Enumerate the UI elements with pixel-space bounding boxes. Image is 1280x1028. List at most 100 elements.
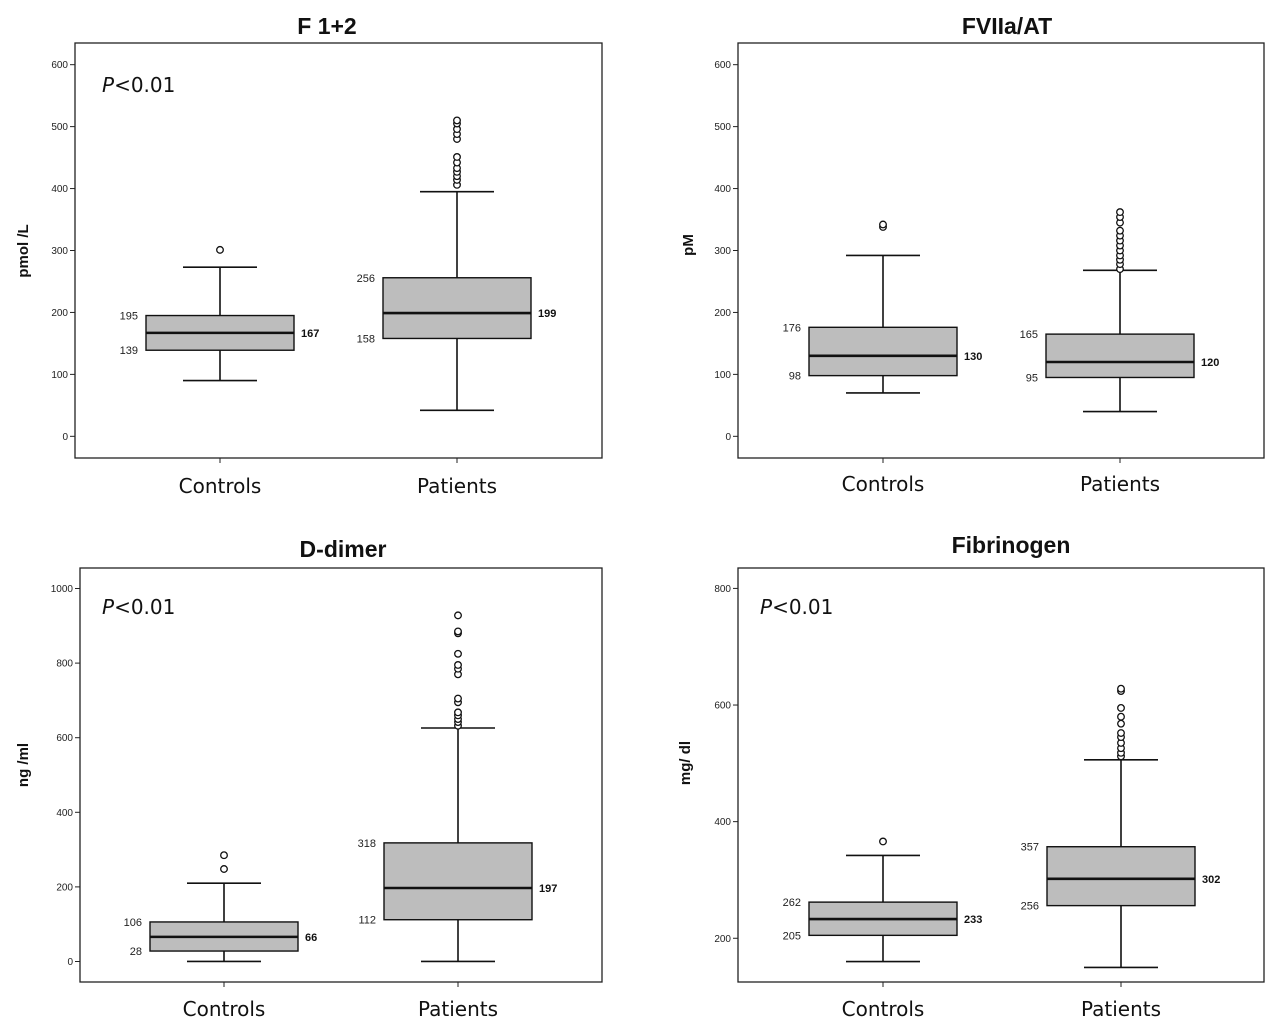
- median-label: 199: [538, 308, 556, 320]
- outlier-point: [454, 649, 462, 658]
- box-controls: 195 139 167: [120, 245, 319, 382]
- chart-panel-3: Fibrinogen 200 400 600 800 mg/ dl P<0.01 Contro…: [677, 532, 1265, 1021]
- median-label: 302: [1202, 874, 1220, 886]
- median-label: 167: [301, 328, 319, 340]
- q3-label: 256: [357, 273, 375, 285]
- median-label: 130: [964, 351, 982, 363]
- y-tick-label: 200: [56, 882, 73, 893]
- y-tick-label: 600: [56, 733, 73, 744]
- y-tick-label: 500: [714, 122, 731, 133]
- q3-label: 262: [783, 897, 801, 909]
- chart-title: FVIIa/AT: [962, 13, 1052, 39]
- y-tick-label: 600: [714, 701, 731, 712]
- chart-panel-1: FVIIa/AT 0 100 200 300 400 500 600 pM Controls Pat…: [680, 13, 1265, 496]
- chart-title: Fibrinogen: [952, 532, 1071, 558]
- outlier-point: [454, 694, 462, 703]
- q3-label: 357: [1021, 842, 1039, 854]
- p-value-annotation: P<0.01: [102, 595, 175, 619]
- p-value-threshold: <0.01: [114, 73, 175, 97]
- q3-label: 106: [124, 917, 142, 929]
- y-tick-label: 400: [714, 184, 731, 195]
- y-tick-label: 400: [56, 808, 73, 819]
- x-category-label: Controls: [179, 474, 262, 498]
- outlier-point: [1117, 719, 1125, 728]
- outlier-point: [220, 851, 228, 860]
- outlier-point: [1117, 712, 1125, 721]
- y-tick-label: 800: [56, 659, 73, 670]
- median-label: 66: [305, 932, 317, 944]
- plot-frame: [74, 42, 603, 459]
- iqr-box: [383, 842, 533, 921]
- y-axis-label: ng /ml: [15, 743, 32, 787]
- q3-label: 195: [120, 311, 138, 323]
- median-label: 120: [1201, 357, 1219, 369]
- iqr-box: [1046, 846, 1196, 907]
- q1-label: 112: [358, 915, 376, 927]
- iqr-box: [382, 277, 532, 340]
- chart-panel-2: D-dimer 0 200 400 600 800 1000 ng /ml P<0.01 Cont…: [15, 536, 603, 1021]
- x-category-label: Patients: [1081, 997, 1161, 1021]
- y-axis-label: pM: [680, 234, 697, 256]
- q1-label: 205: [783, 930, 801, 942]
- outlier-point: [453, 116, 461, 125]
- y-tick-label: 200: [714, 934, 731, 945]
- y-tick-label: 100: [714, 370, 731, 381]
- outlier-point: [879, 837, 887, 846]
- q3-label: 176: [783, 322, 801, 334]
- q1-label: 28: [130, 946, 142, 958]
- outlier-point: [220, 865, 228, 873]
- plot-frame: [737, 42, 1265, 459]
- box-controls: 262 205 233: [783, 837, 982, 963]
- y-tick-label: 400: [51, 184, 68, 195]
- box-patients: 165 95 120: [1020, 208, 1219, 413]
- q1-label: 139: [120, 345, 138, 357]
- box-patients: 357 256 302: [1021, 684, 1220, 969]
- y-tick-label: 0: [67, 957, 73, 968]
- iqr-box: [1045, 333, 1195, 379]
- outlier-point: [454, 611, 462, 620]
- x-category-label: Controls: [842, 472, 925, 496]
- median-label: 233: [964, 914, 982, 926]
- outlier-point: [1117, 684, 1125, 693]
- plot-frame: [737, 567, 1265, 983]
- outlier-point: [454, 627, 462, 636]
- y-tick-label: 0: [725, 432, 731, 443]
- q1-label: 158: [357, 333, 375, 345]
- box-controls: 176 98 130: [783, 220, 982, 394]
- iqr-box: [808, 326, 958, 377]
- chart-title: D-dimer: [300, 536, 387, 562]
- outlier-point: [1116, 208, 1124, 217]
- outlier-point: [453, 153, 461, 161]
- plot-frame: [79, 567, 603, 983]
- p-value-annotation: P<0.01: [102, 73, 175, 97]
- y-tick-label: 200: [714, 308, 731, 319]
- chart-title: F 1+2: [297, 13, 356, 39]
- outlier-point: [879, 220, 887, 229]
- p-value-threshold: <0.01: [772, 595, 833, 619]
- x-category-label: Patients: [418, 997, 498, 1021]
- y-tick-label: 0: [62, 432, 68, 443]
- y-tick-label: 600: [51, 60, 68, 71]
- median-label: 197: [539, 883, 557, 895]
- outlier-point: [454, 661, 462, 669]
- y-axis-label: mg/ dl: [677, 741, 694, 785]
- box-patients: 256 158 199: [357, 116, 556, 412]
- x-category-label: Controls: [183, 997, 266, 1021]
- p-value-threshold: <0.01: [114, 595, 175, 619]
- chart-panel-0: F 1+2 0 100 200 300 400 500 600 pmol /L P<0.01 Con…: [15, 13, 603, 498]
- outlier-point: [454, 708, 462, 717]
- y-tick-label: 600: [714, 60, 731, 71]
- outlier-point: [1117, 703, 1125, 712]
- x-category-label: Patients: [417, 474, 497, 498]
- x-category-label: Controls: [842, 997, 925, 1021]
- y-tick-label: 200: [51, 308, 68, 319]
- y-tick-label: 400: [714, 817, 731, 828]
- box-patients: 318 112 197: [358, 611, 557, 963]
- y-tick-label: 500: [51, 122, 68, 133]
- p-value-annotation: P<0.01: [760, 595, 833, 619]
- q1-label: 95: [1026, 372, 1038, 384]
- q1-label: 256: [1021, 901, 1039, 913]
- q1-label: 98: [789, 371, 801, 383]
- y-tick-label: 1000: [51, 584, 74, 595]
